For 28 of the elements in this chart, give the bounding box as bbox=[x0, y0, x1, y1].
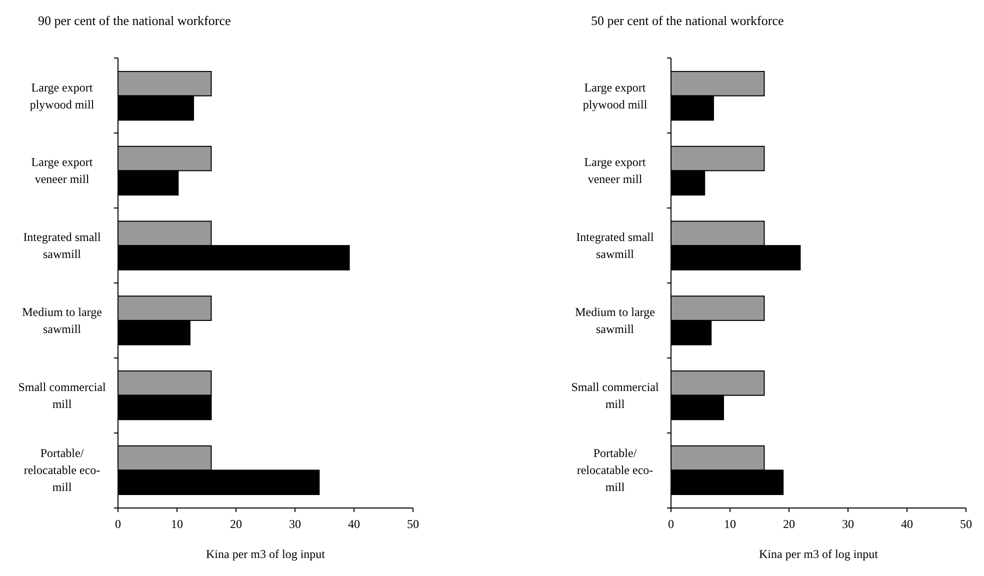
y-tick-label: Large export plywood mill bbox=[582, 80, 648, 112]
x-tick-label: 10 bbox=[171, 517, 183, 531]
x-tick-label: 50 bbox=[960, 517, 972, 531]
x-tick-label: 20 bbox=[783, 517, 795, 531]
y-tick-label: Integrated small sawmill bbox=[576, 230, 654, 262]
x-tick-label: 50 bbox=[407, 517, 419, 531]
x-tick-label: 20 bbox=[230, 517, 242, 531]
y-tick-label: Portable/ relocatable eco-mill bbox=[24, 446, 100, 494]
x-tick-label: 10 bbox=[724, 517, 736, 531]
x-tick-label: 0 bbox=[668, 517, 674, 531]
x-tick-label: 30 bbox=[289, 517, 301, 531]
chart-title: 90 per cent of the national workforce bbox=[38, 13, 231, 28]
y-tick-label: Large export veneer mill bbox=[31, 155, 94, 186]
x-tick-label: 0 bbox=[115, 517, 121, 531]
y-tick-label: Large export plywood mill bbox=[30, 80, 95, 112]
x-tick-label: 40 bbox=[348, 517, 360, 531]
y-tick-label: Medium to large sawmill bbox=[575, 304, 655, 336]
y-tick-label: Small commercial mill bbox=[571, 380, 660, 411]
x-tick-label: 40 bbox=[901, 517, 913, 531]
x-tick-label: 30 bbox=[842, 517, 854, 531]
y-tick-label: Large export veneer mill bbox=[584, 155, 646, 186]
x-axis-title: Kina per m3 of log input bbox=[206, 547, 326, 561]
y-tick-label: Medium to large sawmill bbox=[22, 304, 102, 336]
y-tick-label: Small commercial mill bbox=[18, 380, 106, 411]
y-tick-label: Integrated small sawmill bbox=[23, 230, 102, 262]
x-axis-title: Kina per m3 of log input bbox=[759, 547, 879, 561]
y-tick-label: Portable/ relocatable eco-mill bbox=[576, 446, 654, 494]
chart-title: 50 per cent of the national workforce bbox=[591, 13, 784, 28]
